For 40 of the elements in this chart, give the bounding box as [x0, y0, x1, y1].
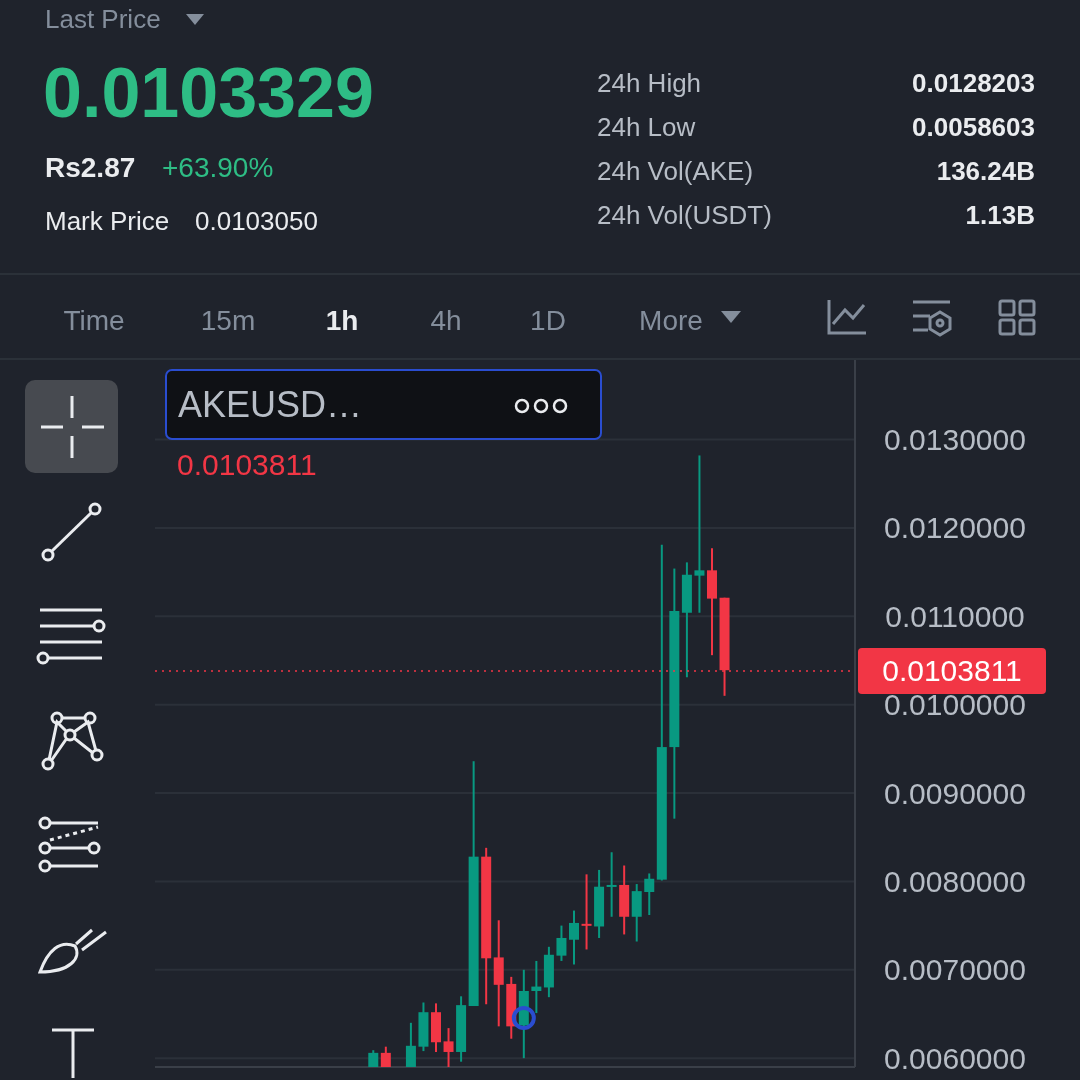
candlestick	[531, 959, 542, 1015]
candlestick	[556, 924, 567, 962]
y-tick-label: 0.0090000	[884, 776, 1026, 810]
candlestick	[694, 454, 705, 614]
text: More	[639, 305, 703, 336]
text: 1.13B	[965, 200, 1035, 230]
text: 24h Vol(USDT)	[597, 200, 772, 230]
candlestick	[644, 872, 655, 916]
y-tick-label: 0.0120000	[884, 511, 1026, 545]
candlestick	[606, 851, 617, 918]
candlestick	[569, 909, 579, 966]
candlestick	[405, 1021, 416, 1068]
text: Mark Price	[45, 206, 170, 236]
text: 24h Low	[597, 112, 696, 142]
text: 0.0128203	[912, 68, 1035, 98]
text: 15m	[200, 305, 256, 336]
y-tick-label: 0.0110000	[885, 599, 1025, 633]
text: 0.0103329	[43, 54, 374, 132]
candlestick	[443, 1027, 454, 1068]
text: +63.90%	[162, 152, 274, 183]
text: 1D	[530, 305, 566, 336]
text: 0.0058603	[912, 112, 1035, 142]
text: 4h	[430, 305, 462, 336]
text: 0.0103050	[195, 206, 318, 236]
ref-line-label: 0.0103811	[882, 654, 1022, 688]
text: 0.0103811	[177, 448, 317, 481]
text: 1h	[325, 305, 359, 336]
candlestick	[581, 873, 592, 951]
y-tick-label: 0.0080000	[884, 864, 1026, 898]
text: AKEUSD…	[178, 384, 363, 425]
y-tick-label: 0.0130000	[884, 423, 1026, 457]
y-tick-label: 0.0070000	[884, 953, 1026, 987]
y-tick-label: 0.0060000	[884, 1041, 1026, 1075]
text: 136.24B	[936, 156, 1035, 186]
text: 24h Vol(AKE)	[597, 156, 754, 186]
text: Time	[63, 305, 125, 336]
y-tick-label: 0.0100000	[884, 688, 1026, 722]
text: 24h High	[597, 68, 702, 98]
text: Last Price	[45, 4, 161, 34]
text: Rs2.87	[45, 152, 136, 183]
